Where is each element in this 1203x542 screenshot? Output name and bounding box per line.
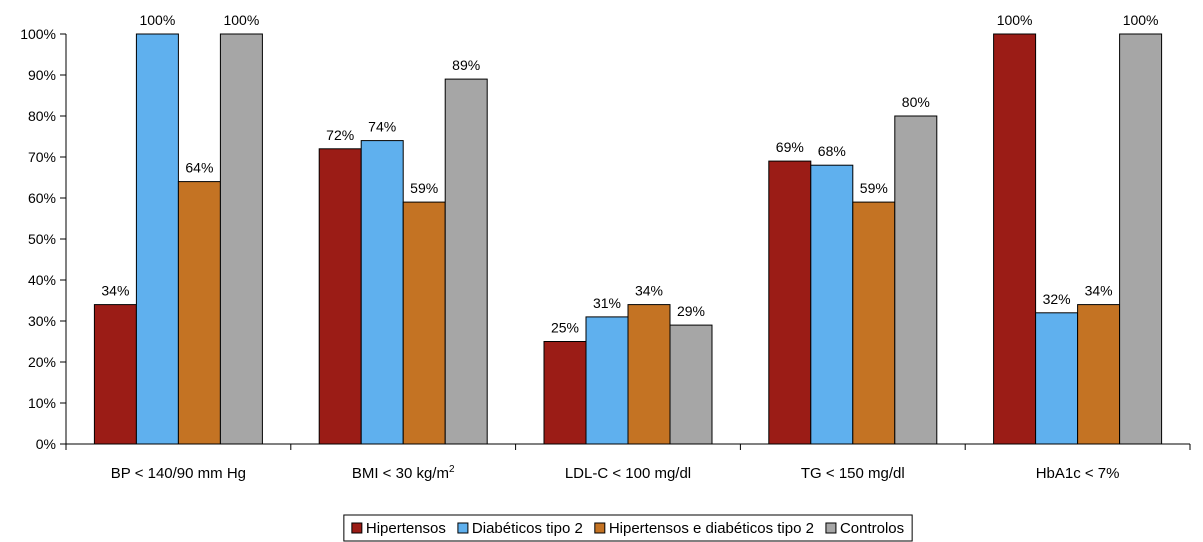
bar xyxy=(219,33,263,445)
x-category-label: LDL-C < 100 mg/dl xyxy=(565,465,691,482)
data-label: 100% xyxy=(223,12,259,28)
legend-swatch xyxy=(351,522,363,534)
y-tick-label: 50% xyxy=(28,231,56,247)
data-label: 59% xyxy=(410,180,438,196)
bar xyxy=(135,33,179,445)
legend-box xyxy=(343,514,913,542)
y-tick-label: 0% xyxy=(36,436,56,452)
data-label: 34% xyxy=(101,283,129,299)
y-axis: 0% 10% 20% 30% 40% 50% 60% 70% 80% 90% 100% xyxy=(20,26,67,452)
bar xyxy=(1077,304,1121,445)
bar xyxy=(177,181,221,445)
legend-label: Controlos xyxy=(840,520,904,537)
bar xyxy=(669,324,713,445)
legend-swatch xyxy=(825,522,837,534)
bar xyxy=(585,316,629,445)
legend-label: Hipertensos xyxy=(366,520,446,537)
data-label: 69% xyxy=(776,139,804,155)
y-tick-label: 70% xyxy=(28,149,56,165)
bars xyxy=(93,33,1163,445)
data-label: 64% xyxy=(185,160,213,176)
y-tick-label: 40% xyxy=(28,272,56,288)
bar xyxy=(1035,312,1079,445)
x-category-label: BP < 140/90 mm Hg xyxy=(111,465,246,482)
data-label: 80% xyxy=(902,94,930,110)
bar xyxy=(543,341,587,445)
y-tick-label: 60% xyxy=(28,190,56,206)
data-label: 59% xyxy=(860,180,888,196)
data-label: 89% xyxy=(452,57,480,73)
y-tick-label: 100% xyxy=(20,26,56,42)
y-tick-label: 90% xyxy=(28,67,56,83)
bar xyxy=(360,140,404,445)
legend-swatch xyxy=(457,522,469,534)
bar xyxy=(894,115,938,445)
bar xyxy=(318,148,362,445)
data-label: 72% xyxy=(326,127,354,143)
bar xyxy=(852,201,896,445)
y-tick-label: 80% xyxy=(28,108,56,124)
y-tick-label: 10% xyxy=(28,395,56,411)
data-label: 34% xyxy=(635,283,663,299)
legend: Hipertensos Diabéticos tipo 2 Hipertensos … xyxy=(343,514,913,542)
bar xyxy=(402,201,446,445)
data-label: 100% xyxy=(139,12,175,28)
bar xyxy=(993,33,1037,445)
legend-label: Diabéticos tipo 2 xyxy=(472,520,583,537)
data-label: 100% xyxy=(997,12,1033,28)
legend-label: Hipertensos e diabéticos tipo 2 xyxy=(609,520,814,537)
x-category-label: BMI < 30 kg/m2 xyxy=(352,464,455,482)
data-labels: 34% 100% 64% 100% 72% 74% 59% 89% 25% 31% 34% 29% 69… xyxy=(101,12,1158,336)
bar xyxy=(93,304,137,445)
bar xyxy=(768,160,812,445)
data-label: 34% xyxy=(1085,283,1113,299)
x-category-label: HbA1c < 7% xyxy=(1036,465,1120,482)
bar xyxy=(444,78,488,445)
y-tick-label: 20% xyxy=(28,354,56,370)
data-label: 32% xyxy=(1043,291,1071,307)
data-label: 25% xyxy=(551,320,579,336)
x-category-label: TG < 150 mg/dl xyxy=(801,465,905,482)
data-label: 68% xyxy=(818,143,846,159)
data-label: 74% xyxy=(368,119,396,135)
bar xyxy=(1119,33,1163,445)
x-axis: BP < 140/90 mm Hg BMI < 30 kg/m2 LDL-C < 1… xyxy=(65,443,1191,482)
data-label: 29% xyxy=(677,303,705,319)
data-label: 31% xyxy=(593,295,621,311)
bar xyxy=(810,164,854,445)
bar xyxy=(627,304,671,445)
y-tick-label: 30% xyxy=(28,313,56,329)
data-label: 100% xyxy=(1123,12,1159,28)
legend-swatch xyxy=(594,522,606,534)
